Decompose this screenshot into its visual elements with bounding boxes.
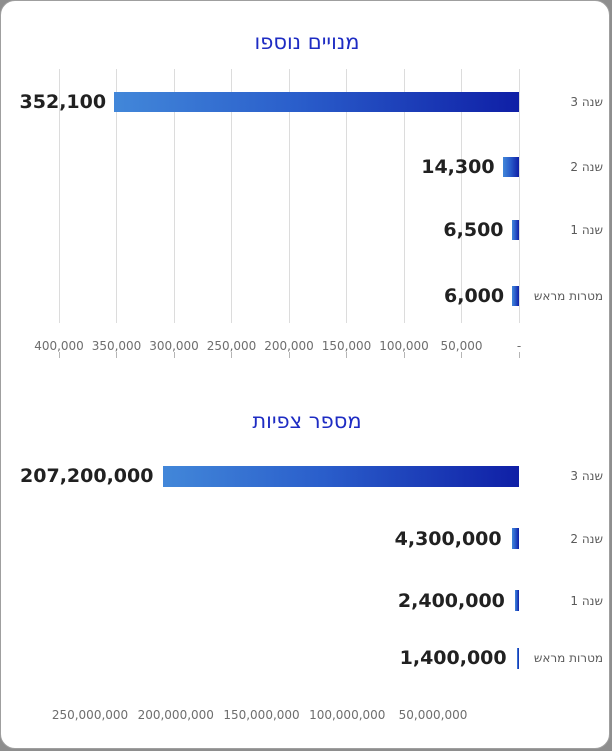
axis-tick-label: 50,000,000 [398,708,468,722]
axis-tick-label: 250,000 [206,339,257,353]
gridline [58,69,60,323]
axis-tick-mark [518,352,520,358]
gridline [231,69,232,323]
axis-tick-mark [461,352,462,358]
chart-title-views-count: מספר צפיות [252,409,362,433]
axis-tick-label: - [516,339,522,353]
value-label: 6,500 [443,219,504,241]
bar-2 [511,528,519,549]
value-label: 14,300 [421,156,495,178]
value-label: 352,100 [19,91,107,113]
gridline [346,69,347,323]
axis-tick-mark [116,352,117,358]
axis-tick-mark [231,352,232,358]
chart-views-count: מספר צפיות 250,000,000 200,000,000 150,000… [1,371,609,748]
chart-title-subscribers-added: מנויים נוספו [254,30,360,54]
value-label: 6,000 [444,285,505,307]
category-label: שנה 2 [570,531,603,546]
bar-2 [502,157,519,177]
axis-tick-label: 150,000 [321,339,372,353]
value-label: 207,200,000 [20,465,154,487]
axis-tick-label: 400,000 [34,339,84,353]
category-label: שנה 3 [570,95,603,109]
bar-4 [512,286,519,306]
gridline [288,69,290,323]
axis-tick-mark [346,352,347,358]
axis-tick-mark [173,352,175,358]
axis-tick-mark [288,352,290,358]
gridline [518,69,520,323]
gridline [403,69,405,323]
gridline [173,69,175,323]
axis-tick-label: 50,000 [440,339,483,353]
category-label: שנה 1 [570,223,603,237]
plot-area-views-count: 250,000,000 200,000,000 150,000,000 100,000… [1,371,609,748]
axis-tick-mark [403,352,405,358]
axis-tick-label: 200,000 [264,339,314,353]
axis-tick-label: 300,000 [149,339,199,353]
gridline [461,69,462,323]
plot-area-subscribers-added: 400,000 350,000 300,000 250,000 200,000 150,0… [1,1,609,371]
chart-subscribers-added: מנויים נוספו 400,000 350,000 300,000 250,00… [1,1,609,371]
value-label: 4,300,000 [394,527,502,550]
axis-tick-label: 350,000 [91,339,142,353]
bar-1 [163,465,519,487]
axis-tick-label: 100,000 [379,339,429,353]
axis-tick-label: 200,000,000 [137,708,214,722]
gridline [116,69,117,323]
bar-3 [511,220,519,240]
axis-tick-label: 250,000,000 [51,708,129,722]
category-label: מטרות מראש [533,289,603,303]
bar-4 [516,647,519,669]
category-label: מטרות מראש [533,651,603,665]
axis-tick-label: 100,000,000 [309,708,386,722]
category-label: שנה 2 [570,160,603,174]
value-label: 1,400,000 [399,647,507,669]
category-label: שנה 3 [570,469,603,483]
bar-1 [114,92,519,112]
value-label: 2,400,000 [397,589,505,612]
category-label: שנה 1 [570,593,603,608]
bar-3 [514,590,519,611]
axis-tick-label: 150,000,000 [223,708,300,722]
axis-tick-mark [58,352,60,358]
